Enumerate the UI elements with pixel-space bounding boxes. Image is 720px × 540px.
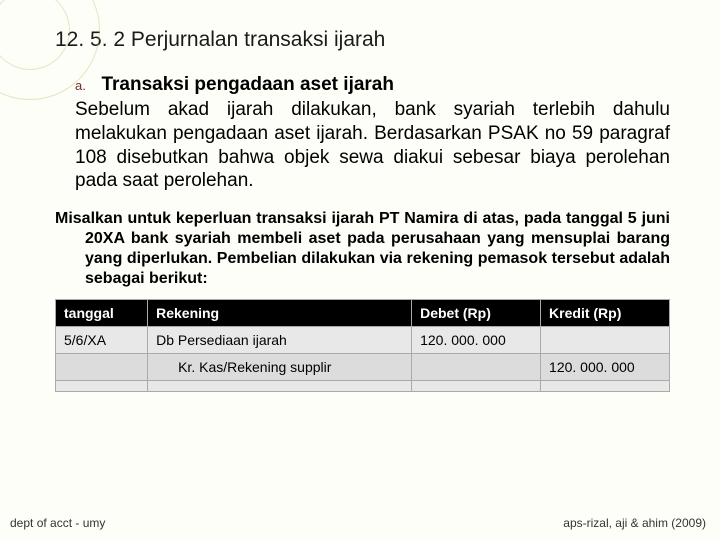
table-row: 5/6/XA Db Persediaan ijarah 120. 000. 00… — [56, 327, 670, 354]
cell-credit — [541, 381, 670, 392]
cell-account — [148, 381, 412, 392]
cell-debit: 120. 000. 000 — [412, 327, 541, 354]
cell-credit: 120. 000. 000 — [541, 354, 670, 381]
journal-table: tanggal Rekening Debet (Rp) Kredit (Rp) … — [55, 299, 670, 392]
cell-debit — [412, 381, 541, 392]
footer: dept of acct - umy aps-rizal, aji & ahim… — [10, 516, 706, 530]
item-body: Sebelum akad ijarah dilakukan, bank syar… — [75, 98, 670, 193]
cell-date: 5/6/XA — [56, 327, 148, 354]
slide-content: 12. 5. 2 Perjurnalan transaksi ijarah a.… — [0, 0, 720, 392]
header-credit: Kredit (Rp) — [541, 300, 670, 327]
cell-account: Db Persediaan ijarah — [148, 327, 412, 354]
cell-account: Kr. Kas/Rekening supplir — [148, 354, 412, 381]
header-account: Rekening — [148, 300, 412, 327]
table-header-row: tanggal Rekening Debet (Rp) Kredit (Rp) — [56, 300, 670, 327]
header-date: tanggal — [56, 300, 148, 327]
example-paragraph: Misalkan untuk keperluan transaksi ijara… — [55, 209, 670, 289]
cell-debit — [412, 354, 541, 381]
item-heading: Transaksi pengadaan aset ijarah — [101, 74, 394, 95]
header-debit: Debet (Rp) — [412, 300, 541, 327]
cell-date — [56, 381, 148, 392]
slide-title: 12. 5. 2 Perjurnalan transaksi ijarah — [55, 28, 670, 52]
cell-date — [56, 354, 148, 381]
table-row — [56, 381, 670, 392]
item-block: a. Transaksi pengadaan aset ijarah Sebel… — [55, 74, 670, 193]
footer-right: aps-rizal, aji & ahim (2009) — [563, 516, 706, 530]
cell-credit — [541, 327, 670, 354]
footer-left: dept of acct - umy — [10, 516, 105, 530]
table-row: Kr. Kas/Rekening supplir 120. 000. 000 — [56, 354, 670, 381]
item-marker: a. — [75, 78, 97, 93]
